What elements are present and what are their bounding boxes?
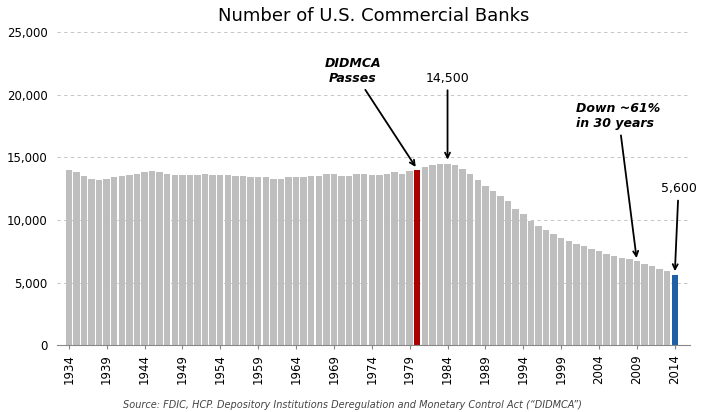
Text: 14,500: 14,500 xyxy=(426,72,470,158)
Bar xyxy=(149,171,155,345)
Bar xyxy=(262,178,269,345)
Bar xyxy=(527,221,534,345)
Bar xyxy=(361,174,367,345)
Bar xyxy=(179,175,185,345)
Bar xyxy=(460,169,466,345)
Bar xyxy=(672,275,678,345)
Bar xyxy=(558,238,565,345)
Bar xyxy=(141,173,148,345)
Bar xyxy=(96,180,102,345)
Bar xyxy=(338,176,345,345)
Bar xyxy=(323,174,329,345)
Bar xyxy=(195,175,201,345)
Bar xyxy=(429,165,436,345)
Bar xyxy=(300,178,307,345)
Bar xyxy=(88,179,94,345)
Bar xyxy=(551,234,557,345)
Bar xyxy=(202,174,209,345)
Bar xyxy=(573,244,580,345)
Bar xyxy=(308,176,314,345)
Bar xyxy=(391,173,398,345)
Bar xyxy=(209,175,216,345)
Bar xyxy=(603,254,610,345)
Bar xyxy=(293,178,299,345)
Bar xyxy=(164,174,171,345)
Bar xyxy=(331,174,337,345)
Bar xyxy=(232,176,239,345)
Bar xyxy=(634,262,640,345)
Bar xyxy=(436,164,443,345)
Text: 5,600: 5,600 xyxy=(661,182,697,269)
Bar xyxy=(520,214,527,345)
Bar xyxy=(369,175,375,345)
Title: Number of U.S. Commercial Banks: Number of U.S. Commercial Banks xyxy=(218,7,529,25)
Bar xyxy=(171,175,178,345)
Bar xyxy=(80,176,87,345)
Text: DIDMCA
Passes: DIDMCA Passes xyxy=(324,57,415,165)
Bar xyxy=(474,180,481,345)
Bar xyxy=(467,174,474,345)
Bar xyxy=(588,249,595,345)
Bar xyxy=(157,173,163,345)
Bar xyxy=(414,170,420,345)
Bar xyxy=(134,174,140,345)
Bar xyxy=(482,186,489,345)
Bar xyxy=(225,175,231,345)
Bar xyxy=(255,178,262,345)
Bar xyxy=(543,230,549,345)
Bar xyxy=(618,258,625,345)
Bar xyxy=(513,209,519,345)
Bar xyxy=(452,165,458,345)
Bar xyxy=(664,272,670,345)
Bar xyxy=(73,173,80,345)
Bar xyxy=(104,179,110,345)
Bar xyxy=(316,176,322,345)
Bar xyxy=(505,201,511,345)
Bar xyxy=(187,175,193,345)
Bar xyxy=(656,269,663,345)
Bar xyxy=(497,196,504,345)
Bar xyxy=(642,264,648,345)
Bar xyxy=(407,171,413,345)
Bar xyxy=(596,251,602,345)
Text: Down ~61%
in 30 years: Down ~61% in 30 years xyxy=(576,102,661,256)
Bar xyxy=(490,191,496,345)
Bar xyxy=(353,174,360,345)
Text: Source: FDIC, HCP. Depository Institutions Deregulation and Monetary Control Act: Source: FDIC, HCP. Depository Institutio… xyxy=(123,400,582,410)
Bar xyxy=(66,170,72,345)
Bar xyxy=(376,175,383,345)
Bar xyxy=(346,176,352,345)
Bar xyxy=(126,175,133,345)
Bar xyxy=(111,178,118,345)
Bar xyxy=(649,267,655,345)
Bar xyxy=(565,241,572,345)
Bar xyxy=(217,175,223,345)
Bar xyxy=(399,174,405,345)
Bar xyxy=(286,178,292,345)
Bar xyxy=(240,176,246,345)
Bar xyxy=(422,167,428,345)
Bar xyxy=(270,179,276,345)
Bar xyxy=(626,259,632,345)
Bar xyxy=(581,246,587,345)
Bar xyxy=(118,176,125,345)
Bar xyxy=(611,256,618,345)
Bar xyxy=(247,178,254,345)
Bar xyxy=(278,179,284,345)
Bar xyxy=(384,174,390,345)
Bar xyxy=(535,226,541,345)
Bar xyxy=(444,164,450,345)
